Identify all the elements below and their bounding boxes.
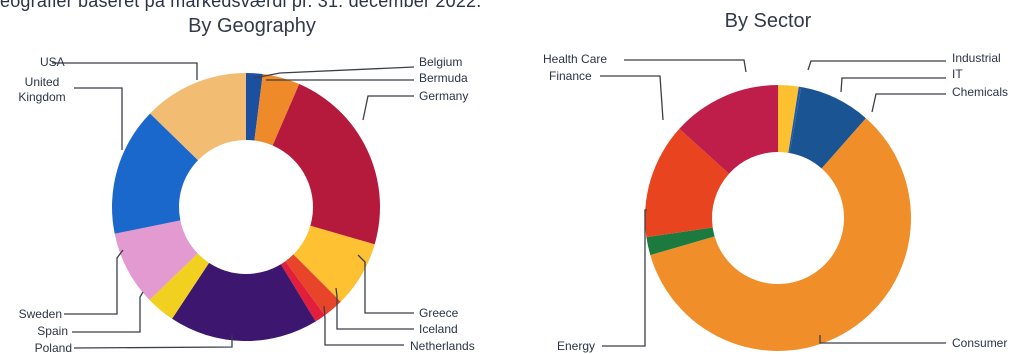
label-greece: Greece — [419, 306, 459, 320]
label-spain: Spain — [37, 324, 68, 338]
slice-poland — [172, 262, 316, 341]
label-usa: USA — [40, 55, 65, 69]
label-consumer: Consumer — [952, 336, 1007, 350]
label-belgium: Belgium — [419, 55, 462, 69]
geography-chart-title: By Geography — [188, 15, 316, 37]
sector-donut-chart: Industrial IT Chemicals Consumer Energy Finan… — [543, 51, 1008, 353]
slice-greece — [293, 225, 375, 302]
slice-germany — [272, 84, 380, 245]
slice-spain — [149, 253, 210, 319]
slice-netherlands — [280, 261, 325, 322]
leader-line-industrial — [807, 60, 946, 71]
leader-line-health-care — [624, 59, 747, 73]
label-iceland: Iceland — [419, 322, 458, 336]
leader-line-energy — [602, 209, 647, 347]
label-industrial: Industrial — [952, 51, 1001, 65]
leader-line-finance — [600, 75, 664, 121]
leader-line-poland — [73, 335, 233, 349]
leader-line-iceland — [335, 287, 414, 330]
slice-industrial — [778, 85, 799, 153]
leader-line-greece — [357, 254, 414, 314]
slice-consumer — [650, 118, 911, 352]
slice-health-care — [679, 85, 778, 174]
slice-belgium — [246, 73, 263, 141]
sector-chart-title: By Sector — [725, 10, 812, 32]
label-sweden: Sweden — [19, 307, 62, 321]
slice-energy — [646, 227, 715, 256]
label-bermuda: Bermuda — [419, 71, 468, 85]
leader-line-netherlands — [323, 305, 404, 346]
leader-line-usa — [52, 62, 198, 80]
leader-line-it — [840, 77, 946, 93]
label-poland: Poland — [35, 341, 72, 354]
slice-united-kingdom — [112, 113, 199, 234]
leader-line-chemicals — [871, 93, 946, 113]
leader-line-germany — [362, 95, 414, 121]
leader-line-belgium — [253, 66, 415, 79]
leader-line-spain — [72, 291, 144, 333]
label-health-care: Health Care — [543, 52, 607, 66]
slice-it — [788, 86, 802, 154]
page-caption: eografier baseret på markedsværdi pr. 31… — [0, 0, 482, 11]
slice-usa — [150, 73, 246, 161]
label-finance: Finance — [549, 69, 592, 83]
label-united-kingdom: United Kingdom — [18, 75, 65, 104]
slice-finance — [645, 128, 730, 238]
label-it: IT — [952, 67, 963, 81]
geography-donut-chart: Belgium Bermuda Germany Greece Iceland Nether… — [18, 55, 474, 354]
label-netherlands: Netherlands — [410, 339, 475, 353]
label-germany: Germany — [419, 89, 468, 103]
slice-bermuda — [254, 74, 300, 146]
label-energy: Energy — [557, 339, 595, 353]
slice-iceland — [285, 254, 341, 316]
label-chemicals: Chemicals — [952, 85, 1008, 99]
slice-sweden — [114, 220, 198, 300]
leader-line-united-kingdom — [74, 87, 123, 150]
slice-chemicals — [789, 87, 866, 169]
leader-line-consumer — [819, 335, 946, 344]
leader-line-sweden — [64, 249, 124, 315]
